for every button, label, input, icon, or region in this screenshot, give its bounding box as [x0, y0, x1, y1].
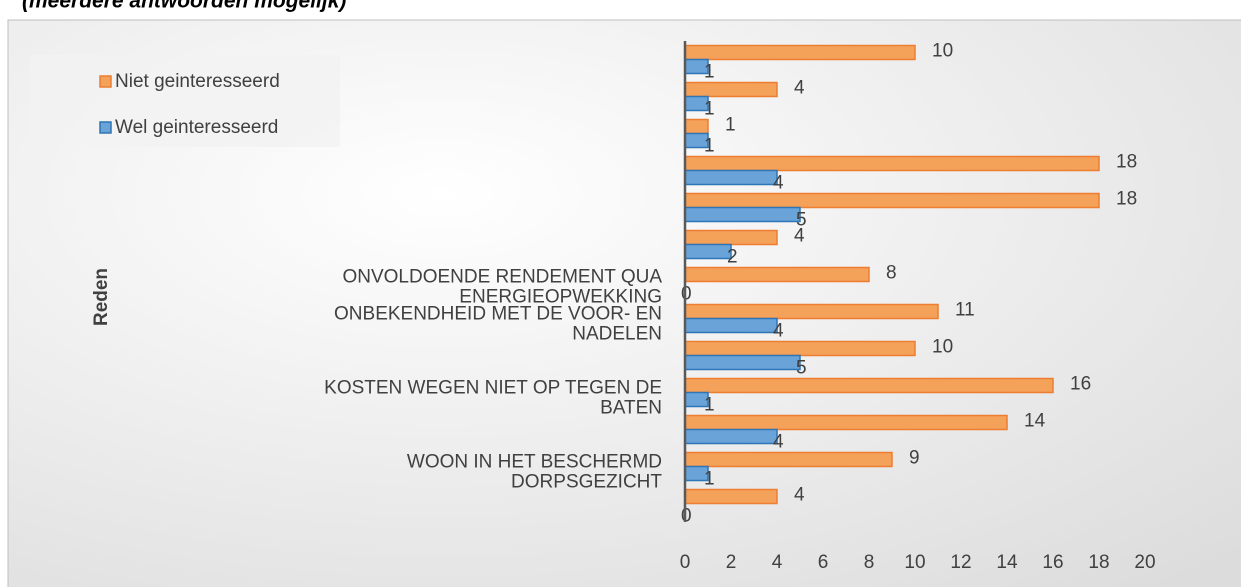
bar: [684, 118, 709, 135]
data-label: 0: [681, 506, 692, 527]
bar: [684, 192, 1100, 209]
x-tick-label: 4: [772, 552, 783, 573]
data-label: 1: [704, 469, 715, 490]
data-label: 10: [932, 337, 953, 358]
x-tick-label: 16: [1042, 552, 1063, 573]
data-label: 4: [794, 226, 805, 247]
x-tick-label: 20: [1134, 552, 1155, 573]
data-label: 2: [727, 247, 738, 268]
label-line: KOSTEN WEGEN NIET OP TEGEN DE: [324, 378, 662, 399]
bar: [684, 488, 778, 505]
data-label: 1: [704, 99, 715, 120]
data-label: 4: [773, 432, 784, 453]
label-line: BATEN: [600, 398, 662, 419]
label-line: WOON IN HET BESCHERMD: [407, 452, 662, 473]
x-tick-label: 0: [680, 552, 691, 573]
bar: [684, 414, 1008, 431]
legend-swatch: [99, 75, 112, 88]
data-label: 4: [773, 321, 784, 342]
bar: [684, 317, 778, 334]
bar: [684, 243, 732, 260]
data-label: 14: [1024, 411, 1046, 432]
bar: [684, 229, 778, 246]
legend-box: [30, 55, 340, 147]
x-tick-label: 8: [864, 552, 875, 573]
x-tick-label: 18: [1088, 552, 1109, 573]
y-tick-label: ONVOLDOENDE RENDEMENT QUA ENERGIEOPWEKKIN…: [342, 267, 662, 308]
x-tick-label: 12: [950, 552, 971, 573]
x-tick-label: 14: [996, 552, 1018, 573]
x-tick-label: 10: [904, 552, 925, 573]
bar: [684, 354, 801, 371]
label-line: DORPSGEZICHT: [511, 472, 662, 493]
data-label: 10: [932, 41, 953, 62]
y-tick-label: WOON IN HET BESCHERMD DORPSGEZICHT: [407, 452, 663, 493]
bar: [684, 155, 1100, 172]
label-line: ONVOLDOENDE RENDEMENT QUA: [342, 267, 662, 288]
data-label: 4: [773, 173, 784, 194]
y-axis-title: Reden: [91, 268, 112, 326]
data-label: 1: [704, 62, 715, 83]
bar: [684, 44, 916, 61]
data-label: 8: [886, 263, 897, 284]
data-label: 16: [1070, 374, 1091, 395]
bar: [684, 451, 893, 468]
data-label: 4: [794, 78, 805, 99]
data-label: 18: [1116, 189, 1137, 210]
bar: [684, 266, 870, 283]
chart-title: (meerdere antwoorden mogelijk): [22, 0, 346, 13]
x-tick-label: 2: [726, 552, 737, 573]
x-tick-label: 6: [818, 552, 829, 573]
bar: [684, 303, 939, 320]
bar: [684, 169, 778, 186]
data-label: 11: [955, 300, 975, 321]
bar: [684, 340, 916, 357]
label-line: ENERGIEOPWEKKING: [459, 287, 662, 308]
bar: [684, 81, 778, 98]
data-label: 4: [794, 485, 805, 506]
data-label: 0: [681, 284, 692, 305]
label-line: ONBEKENDHEID MET DE VOOR- EN: [334, 304, 662, 325]
bar: [684, 377, 1054, 394]
data-label: 1: [725, 115, 736, 136]
data-label: 5: [796, 210, 807, 231]
legend-label: Wel geinteresseerd: [115, 117, 278, 138]
legend-swatch: [99, 121, 112, 134]
y-tick-label: ONBEKENDHEID MET DE VOOR- EN NADELEN: [334, 304, 662, 345]
data-label: 1: [704, 395, 715, 416]
legend-label: Niet geinteresseerd: [115, 71, 280, 92]
bar: [684, 428, 778, 445]
bar: [684, 206, 801, 223]
data-label: 9: [909, 448, 920, 469]
y-tick-label: KOSTEN WEGEN NIET OP TEGEN DE BATEN: [324, 378, 662, 419]
data-label: 1: [704, 136, 715, 157]
label-line: NADELEN: [572, 324, 662, 345]
data-label: 5: [796, 358, 807, 379]
data-label: 18: [1116, 152, 1137, 173]
